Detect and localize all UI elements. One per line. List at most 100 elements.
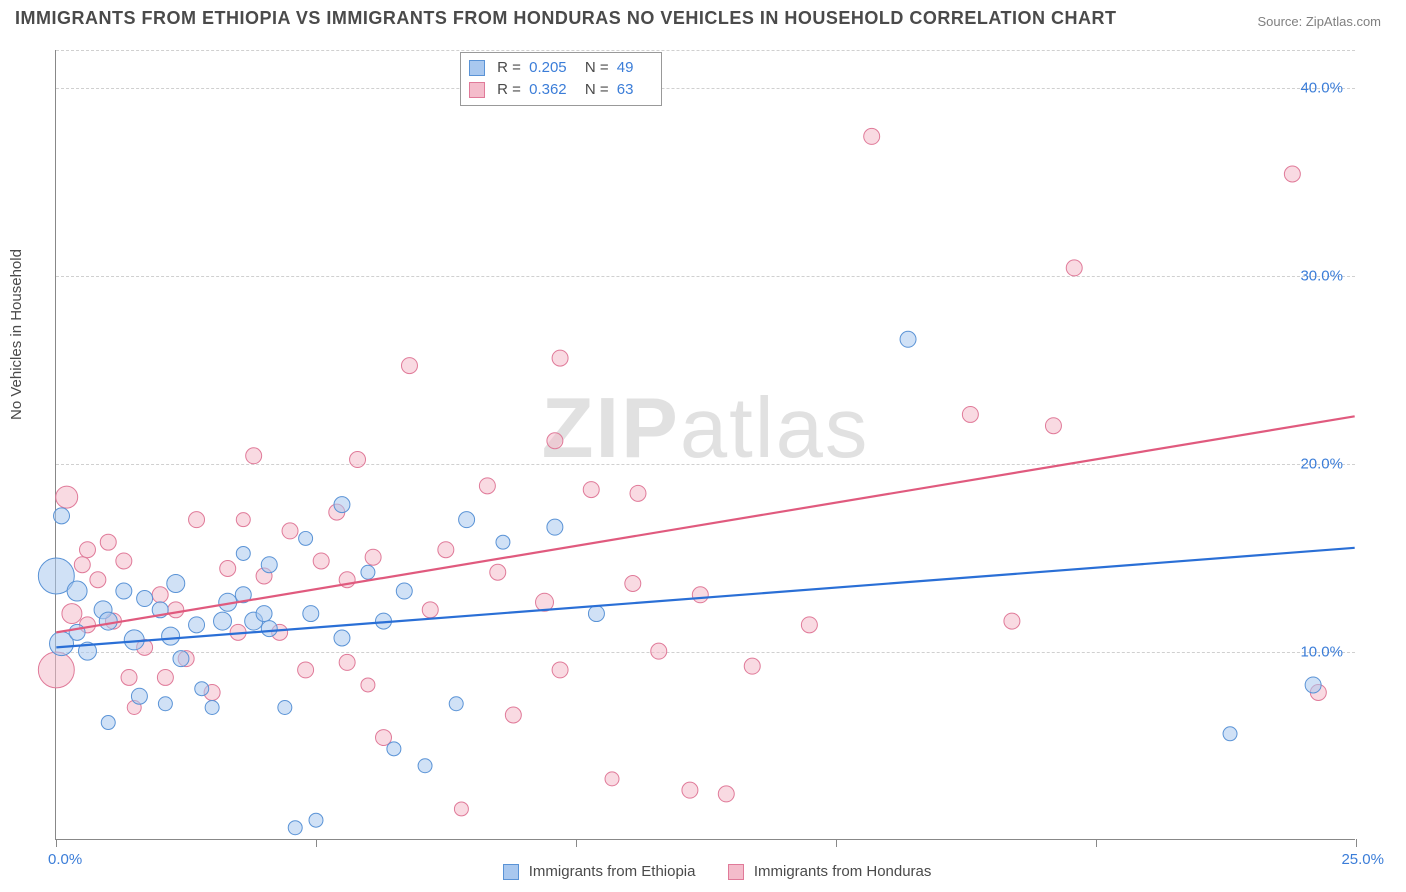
point-honduras bbox=[361, 678, 375, 692]
point-ethiopia bbox=[137, 591, 153, 607]
n-value-ethiopia: 49 bbox=[617, 59, 634, 76]
point-honduras bbox=[121, 669, 137, 685]
point-ethiopia bbox=[256, 606, 272, 622]
legend-row-ethiopia: R = 0.205 N = 49 bbox=[469, 57, 647, 79]
x-tick bbox=[576, 839, 577, 847]
legend-row-honduras: R = 0.362 N = 63 bbox=[469, 79, 647, 101]
point-honduras bbox=[56, 486, 78, 508]
n-label: N = bbox=[585, 59, 609, 76]
point-ethiopia bbox=[167, 575, 185, 593]
point-honduras bbox=[74, 557, 90, 573]
point-honduras bbox=[339, 654, 355, 670]
point-ethiopia bbox=[334, 630, 350, 646]
point-ethiopia bbox=[116, 583, 132, 599]
swatch-honduras-icon bbox=[469, 82, 485, 98]
point-ethiopia bbox=[309, 813, 323, 827]
point-honduras bbox=[505, 707, 521, 723]
point-ethiopia bbox=[99, 612, 117, 630]
point-ethiopia bbox=[547, 519, 563, 535]
series-legend: Immigrants from Ethiopia Immigrants from… bbox=[0, 863, 1406, 880]
n-value-honduras: 63 bbox=[617, 81, 634, 98]
point-honduras bbox=[605, 772, 619, 786]
point-ethiopia bbox=[54, 508, 70, 524]
point-honduras bbox=[1004, 613, 1020, 629]
point-ethiopia bbox=[449, 697, 463, 711]
point-ethiopia bbox=[1223, 727, 1237, 741]
point-honduras bbox=[744, 658, 760, 674]
point-ethiopia bbox=[396, 583, 412, 599]
point-honduras bbox=[157, 669, 173, 685]
point-ethiopia bbox=[69, 624, 85, 640]
point-ethiopia bbox=[418, 759, 432, 773]
point-honduras bbox=[62, 604, 82, 624]
scatter-svg bbox=[56, 50, 1355, 839]
point-honduras bbox=[1066, 260, 1082, 276]
series-label-honduras: Immigrants from Honduras bbox=[754, 863, 932, 880]
correlation-legend: R = 0.205 N = 49 R = 0.362 N = 63 bbox=[460, 52, 662, 106]
point-honduras bbox=[552, 350, 568, 366]
point-honduras bbox=[438, 542, 454, 558]
r-label: R = bbox=[497, 59, 521, 76]
point-ethiopia bbox=[261, 621, 277, 637]
point-honduras bbox=[1284, 166, 1300, 182]
point-honduras bbox=[236, 513, 250, 527]
point-honduras bbox=[79, 542, 95, 558]
point-ethiopia bbox=[205, 701, 219, 715]
point-ethiopia bbox=[299, 531, 313, 545]
x-tick bbox=[316, 839, 317, 847]
r-label: R = bbox=[497, 81, 521, 98]
point-ethiopia bbox=[588, 606, 604, 622]
point-ethiopia bbox=[1305, 677, 1321, 693]
r-value-ethiopia: 0.205 bbox=[529, 59, 567, 76]
point-ethiopia bbox=[288, 821, 302, 835]
swatch-ethiopia-icon bbox=[503, 864, 519, 880]
series-label-ethiopia: Immigrants from Ethiopia bbox=[529, 863, 696, 880]
point-honduras bbox=[682, 782, 698, 798]
point-ethiopia bbox=[101, 716, 115, 730]
point-honduras bbox=[583, 482, 599, 498]
r-value-honduras: 0.362 bbox=[529, 81, 567, 98]
point-honduras bbox=[38, 652, 74, 688]
point-ethiopia bbox=[334, 497, 350, 513]
point-honduras bbox=[552, 662, 568, 678]
source-attribution: Source: ZipAtlas.com bbox=[1257, 14, 1381, 29]
point-honduras bbox=[350, 452, 366, 468]
point-ethiopia bbox=[189, 617, 205, 633]
point-honduras bbox=[422, 602, 438, 618]
x-tick bbox=[836, 839, 837, 847]
point-honduras bbox=[547, 433, 563, 449]
x-tick bbox=[1356, 839, 1357, 847]
point-ethiopia bbox=[173, 651, 189, 667]
point-honduras bbox=[651, 643, 667, 659]
point-ethiopia bbox=[214, 612, 232, 630]
point-honduras bbox=[454, 802, 468, 816]
swatch-ethiopia-icon bbox=[469, 60, 485, 76]
point-ethiopia bbox=[278, 701, 292, 715]
point-honduras bbox=[282, 523, 298, 539]
point-honduras bbox=[313, 553, 329, 569]
point-honduras bbox=[168, 602, 184, 618]
point-ethiopia bbox=[459, 512, 475, 528]
swatch-honduras-icon bbox=[728, 864, 744, 880]
point-honduras bbox=[220, 560, 236, 576]
point-ethiopia bbox=[387, 742, 401, 756]
x-tick bbox=[1096, 839, 1097, 847]
point-honduras bbox=[246, 448, 262, 464]
x-tick bbox=[56, 839, 57, 847]
point-honduras bbox=[801, 617, 817, 633]
point-honduras bbox=[1045, 418, 1061, 434]
point-ethiopia bbox=[195, 682, 209, 696]
y-axis-label: No Vehicles in Household bbox=[8, 249, 25, 420]
point-ethiopia bbox=[162, 627, 180, 645]
point-honduras bbox=[479, 478, 495, 494]
point-ethiopia bbox=[131, 688, 147, 704]
point-ethiopia bbox=[900, 331, 916, 347]
point-honduras bbox=[962, 406, 978, 422]
point-honduras bbox=[692, 587, 708, 603]
point-ethiopia bbox=[158, 697, 172, 711]
chart-title: IMMIGRANTS FROM ETHIOPIA VS IMMIGRANTS F… bbox=[15, 8, 1117, 29]
point-ethiopia bbox=[361, 565, 375, 579]
point-ethiopia bbox=[67, 581, 87, 601]
point-honduras bbox=[365, 549, 381, 565]
point-honduras bbox=[718, 786, 734, 802]
